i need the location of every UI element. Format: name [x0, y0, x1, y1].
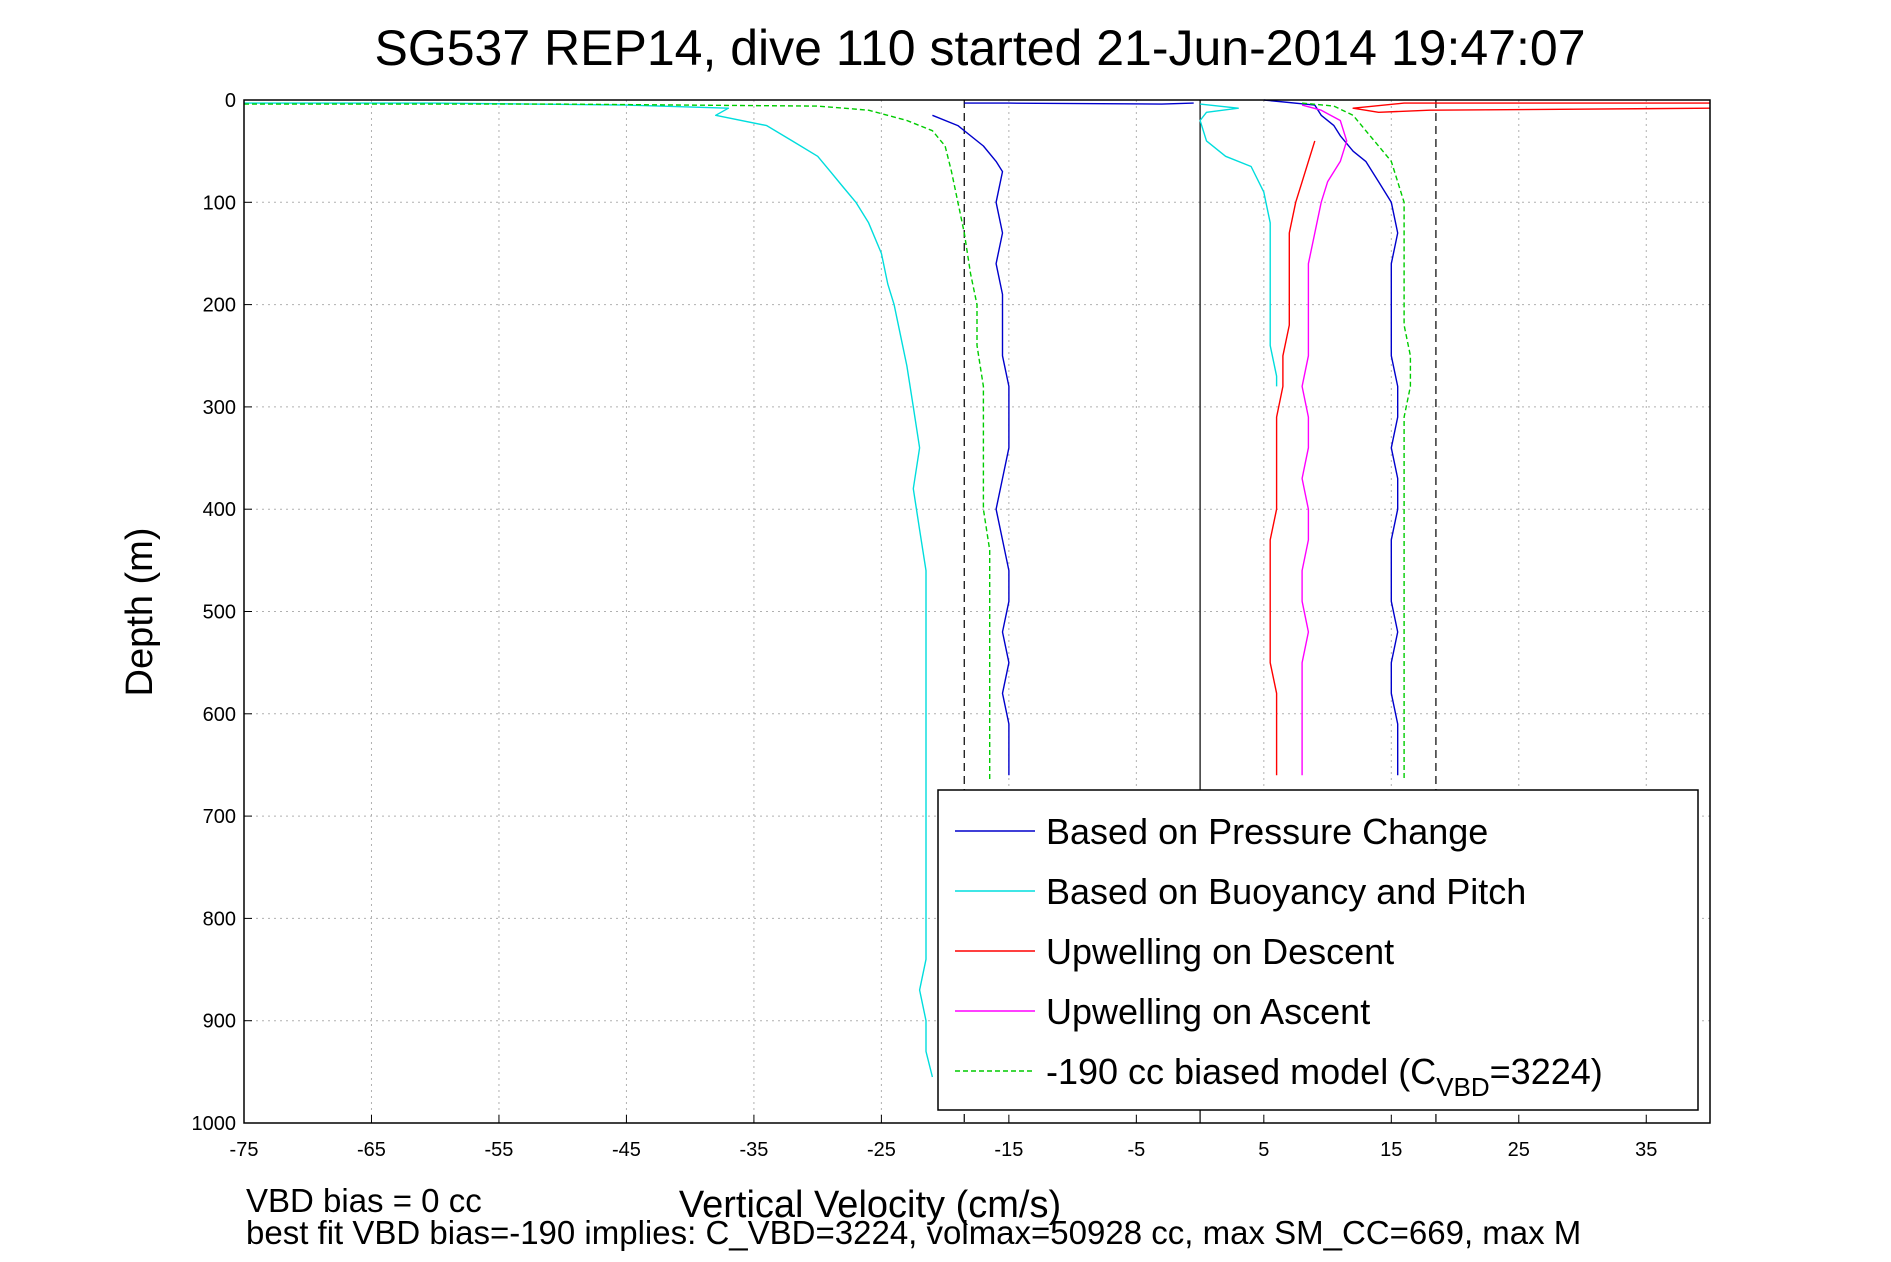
- y-tick-label: 700: [203, 806, 236, 828]
- legend-label-0: Based on Pressure Change: [1046, 811, 1488, 852]
- series-line-1: [1199, 103, 1278, 387]
- series-line-1: [244, 102, 934, 1078]
- y-tick-label: 800: [203, 908, 236, 930]
- series-line-2: [1269, 140, 1316, 776]
- legend-label-3: Upwelling on Ascent: [1046, 991, 1370, 1032]
- x-tick-label: -55: [485, 1139, 514, 1161]
- series-lines: [244, 99, 1711, 1078]
- x-tick-label: -75: [230, 1139, 259, 1161]
- x-tick-label: 25: [1508, 1139, 1530, 1161]
- legend: Based on Pressure Change Based on Buoyanc…: [937, 789, 1699, 1111]
- x-tick-label: -15: [994, 1139, 1023, 1161]
- y-tick-label: 600: [203, 704, 236, 726]
- x-axis-label: Vertical Velocity (cm/s): [679, 1184, 1061, 1226]
- y-tick-label: 900: [203, 1011, 236, 1033]
- y-axis-label: Depth (m): [119, 528, 161, 697]
- y-tick-label: 100: [203, 192, 236, 214]
- x-tick-label: -35: [739, 1139, 768, 1161]
- x-tick-label: 15: [1380, 1139, 1402, 1161]
- footnote-best-fit: best fit VBD bias=-190 implies: C_VBD=32…: [246, 1214, 1581, 1251]
- legend-label-2: Upwelling on Descent: [1046, 931, 1394, 972]
- y-tick-label: 500: [203, 602, 236, 624]
- x-tick-label: -45: [612, 1139, 641, 1161]
- axis-ticks: -75 -65 -55 -45 -35 -25 -15 -5 5 15 25 350100200300…: [192, 90, 1658, 1161]
- x-tick-label: 35: [1635, 1139, 1657, 1161]
- y-tick-label: 200: [203, 295, 236, 317]
- chart-title: SG537 REP14, dive 110 started 21-Jun-201…: [374, 20, 1585, 76]
- legend-label-4: -190 cc biased model (CVBD=3224): [1046, 1051, 1603, 1102]
- y-tick-label: 1000: [192, 1113, 237, 1135]
- legend-label-1: Based on Buoyancy and Pitch: [1046, 871, 1526, 912]
- series-line-3: [1301, 104, 1348, 776]
- y-tick-label: 0: [225, 90, 236, 112]
- series-line-4: [1302, 102, 1412, 781]
- x-tick-label: -25: [867, 1139, 896, 1161]
- series-line-0: [1263, 99, 1399, 776]
- x-tick-label: 5: [1258, 1139, 1269, 1161]
- x-tick-label: -65: [357, 1139, 386, 1161]
- series-line-0: [932, 114, 1010, 776]
- footnote-vbd-bias: VBD bias = 0 cc: [246, 1182, 482, 1219]
- series-line-2: [1352, 102, 1711, 114]
- y-tick-label: 400: [203, 499, 236, 521]
- x-tick-label: -5: [1127, 1139, 1145, 1161]
- y-tick-label: 300: [203, 397, 236, 419]
- legend-box: [937, 789, 1699, 1111]
- series-line-4: [244, 103, 991, 781]
- series-line-0: [964, 102, 1194, 105]
